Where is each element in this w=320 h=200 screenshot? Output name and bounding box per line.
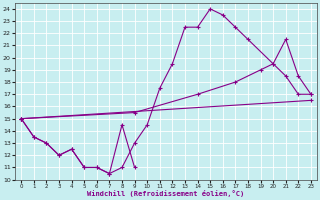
X-axis label: Windchill (Refroidissement éolien,°C): Windchill (Refroidissement éolien,°C) (87, 190, 245, 197)
